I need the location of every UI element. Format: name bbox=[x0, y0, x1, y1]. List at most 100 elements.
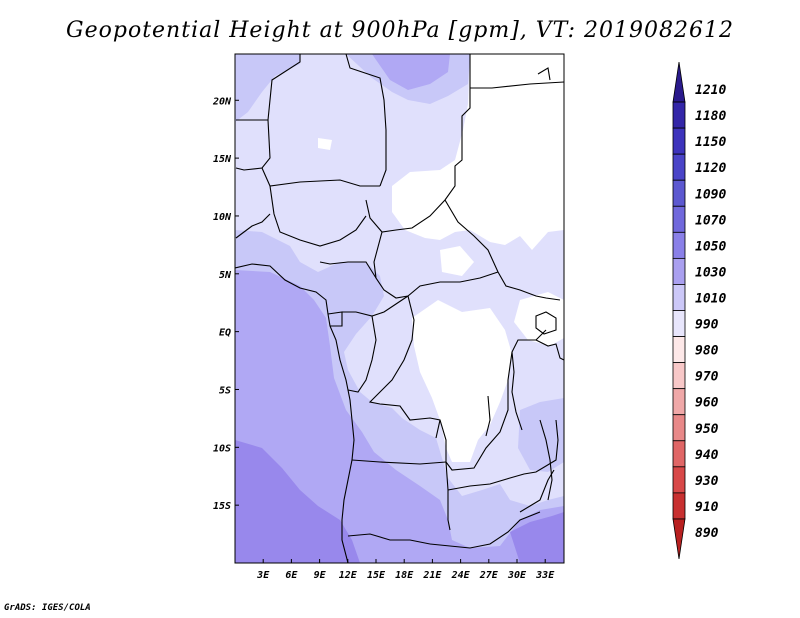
lat-tick-label: 15N bbox=[213, 154, 232, 165]
field-1070-1090-se bbox=[510, 512, 564, 563]
field-below-1010-east bbox=[514, 292, 564, 346]
colorbar-label: 1070 bbox=[695, 213, 726, 228]
lat-axis: 20N 15N 10N 5N EQ 5S 10S 15S bbox=[212, 96, 239, 512]
lon-tick-label: 9E bbox=[314, 570, 327, 581]
colorbar-box bbox=[672, 336, 686, 364]
colorbar-box bbox=[672, 362, 686, 390]
colorbar-box bbox=[672, 310, 686, 337]
border-21 bbox=[535, 339, 564, 361]
colorbar-label: 930 bbox=[695, 474, 719, 489]
colorbar-box bbox=[672, 205, 686, 233]
lon-tick-label: 6E bbox=[285, 570, 298, 581]
colorbar-box bbox=[672, 388, 686, 416]
lon-tick-label: 30E bbox=[507, 570, 527, 581]
border-7 bbox=[444, 199, 561, 301]
colorbar-label: 960 bbox=[695, 396, 719, 411]
field-1050-1070-sw bbox=[235, 270, 564, 563]
chart-title: Geopotential Height at 900hPa [gpm], VT:… bbox=[66, 18, 734, 43]
colorbar-box bbox=[672, 414, 686, 442]
lat-tick-label: 10N bbox=[213, 212, 232, 223]
colorbar-box bbox=[672, 179, 686, 207]
coast-ne bbox=[537, 67, 551, 81]
lat-tick-label: 5N bbox=[219, 270, 232, 281]
colorbar-label: 1210 bbox=[695, 83, 726, 98]
lake-victoria bbox=[535, 311, 557, 335]
lon-tick-label: 18E bbox=[395, 570, 414, 581]
lat-tick-label: EQ bbox=[219, 328, 231, 339]
colorbar-label: 1050 bbox=[695, 239, 726, 254]
height-field bbox=[235, 54, 564, 563]
border-19 bbox=[447, 419, 559, 491]
border-9 bbox=[269, 185, 367, 247]
field-1030-1050-nw bbox=[235, 54, 300, 122]
field-below-1010-congo bbox=[412, 300, 512, 462]
colorbar-box bbox=[672, 518, 686, 560]
field-1070-1090-sw bbox=[235, 440, 360, 563]
lat-tick-label: 15S bbox=[213, 501, 231, 512]
border-2 bbox=[345, 54, 387, 187]
colorbar-box bbox=[672, 466, 686, 494]
field-1030-1050-se bbox=[518, 398, 564, 472]
colorbar-box bbox=[672, 127, 686, 155]
lake-malawi bbox=[539, 419, 553, 501]
border-10 bbox=[235, 213, 271, 239]
lon-tick-label: 3E bbox=[256, 570, 270, 581]
colorbar-label: 1180 bbox=[695, 109, 726, 124]
colorbar-label: 890 bbox=[695, 526, 719, 541]
lon-tick-label: 21E bbox=[422, 570, 442, 581]
border-6 bbox=[470, 81, 564, 89]
lat-tick-label: 10S bbox=[213, 443, 231, 454]
border-20 bbox=[429, 511, 541, 549]
lon-tick-label: 15E bbox=[367, 570, 386, 581]
colorbar-box bbox=[672, 492, 686, 520]
border-14 bbox=[347, 315, 377, 393]
atlantic-coastline bbox=[235, 263, 355, 563]
colorbar-label: 1030 bbox=[695, 265, 726, 280]
border-15 bbox=[368, 295, 547, 471]
colorbar-label: 910 bbox=[695, 500, 719, 515]
field-1050-1070-n bbox=[372, 54, 450, 90]
border-24 bbox=[519, 469, 555, 513]
colorbar-label: 990 bbox=[695, 318, 719, 333]
colorbar-label: 1090 bbox=[695, 187, 726, 202]
colorbar-label: 1010 bbox=[695, 291, 726, 306]
map-frame bbox=[234, 53, 565, 564]
border-12 bbox=[342, 295, 409, 317]
colorbar-box bbox=[672, 153, 686, 181]
colorbar-box bbox=[672, 101, 686, 129]
colorbar: 1210 1180 1150 1120 1090 1070 1050 1030 1010 990 9… bbox=[672, 61, 726, 560]
border-11 bbox=[319, 261, 377, 279]
colorbar-label: 950 bbox=[695, 422, 719, 437]
border-22 bbox=[485, 395, 491, 437]
lat-tick-label: 20N bbox=[212, 96, 232, 107]
border-13 bbox=[327, 311, 343, 327]
colorbar-label: 1150 bbox=[695, 135, 726, 150]
border-18 bbox=[347, 533, 431, 545]
colorbar-label: 1120 bbox=[695, 161, 726, 176]
colorbar-box bbox=[672, 61, 686, 103]
lon-tick-label: 24E bbox=[451, 570, 471, 581]
lon-axis: 3E 6E 9E 12E 15E 18E 21E 24E 27E 30E 33E bbox=[256, 559, 555, 581]
colorbar-label: 980 bbox=[695, 344, 719, 359]
boundaries bbox=[235, 54, 564, 563]
lon-tick-label: 12E bbox=[339, 570, 358, 581]
lon-tick-label: 27E bbox=[479, 570, 499, 581]
colorbar-label: 970 bbox=[695, 370, 719, 385]
field-below-1010-patch bbox=[440, 246, 474, 276]
colorbar-box bbox=[672, 231, 686, 259]
border-23 bbox=[435, 419, 441, 439]
lat-tick-label: 5S bbox=[219, 385, 231, 396]
field-patch bbox=[318, 138, 332, 150]
border-16 bbox=[351, 459, 447, 465]
credit-label: GrADS: IGES/COLA bbox=[4, 603, 91, 613]
colorbar-box bbox=[672, 440, 686, 468]
border-1 bbox=[236, 54, 301, 121]
colorbar-box bbox=[672, 257, 686, 285]
border-17 bbox=[445, 461, 451, 531]
border-4 bbox=[261, 167, 380, 187]
lake-tanganyika bbox=[511, 351, 523, 431]
lon-tick-label: 33E bbox=[535, 570, 555, 581]
field-below-1010-north bbox=[392, 54, 564, 250]
colorbar-box bbox=[672, 284, 686, 311]
